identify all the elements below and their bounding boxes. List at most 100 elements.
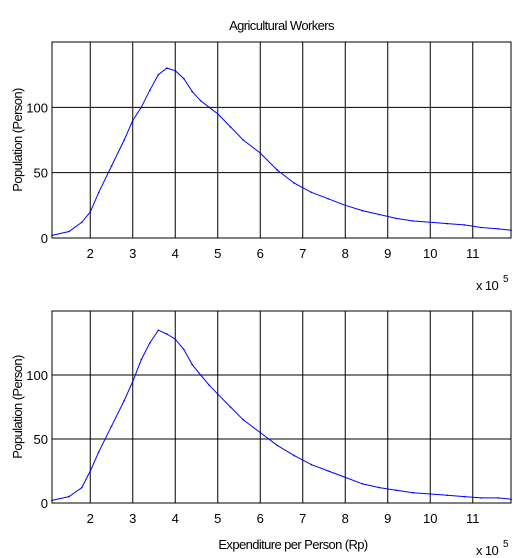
data-point xyxy=(242,419,244,421)
data-point xyxy=(174,338,177,341)
data-point xyxy=(89,211,92,213)
data-point xyxy=(429,493,432,495)
y-tick-label: 0 xyxy=(41,496,48,511)
data-point xyxy=(89,470,92,472)
data-point xyxy=(497,497,500,499)
data-point xyxy=(217,113,219,115)
x-tick-label: 3 xyxy=(129,246,136,261)
data-point xyxy=(98,191,100,194)
data-point xyxy=(327,198,330,200)
data-point xyxy=(310,463,313,466)
y-axis-label: Population (Person) xyxy=(10,355,25,459)
data-point xyxy=(463,495,466,498)
data-point xyxy=(157,329,160,332)
data-point xyxy=(229,126,232,128)
data-point xyxy=(183,77,185,80)
data-point xyxy=(361,483,364,485)
data-point xyxy=(259,431,262,434)
data-point xyxy=(327,470,330,472)
data-point xyxy=(81,486,83,489)
x-axis-multiplier: x 10 xyxy=(476,278,499,293)
data-point xyxy=(183,348,185,351)
data-point xyxy=(395,217,398,220)
data-point xyxy=(276,444,279,447)
data-point xyxy=(412,220,415,222)
data-point xyxy=(229,406,232,408)
x-tick-label: 10 xyxy=(423,246,437,261)
x-tick-label: 2 xyxy=(87,511,94,526)
data-point xyxy=(378,486,381,489)
x-axis-label: Expenditure per Person (Rp) xyxy=(218,537,368,552)
data-point xyxy=(293,454,296,457)
data-point xyxy=(123,399,125,402)
data-point xyxy=(293,182,296,184)
data-point xyxy=(191,364,194,366)
data-point xyxy=(199,100,202,102)
data-point xyxy=(110,425,113,428)
data-series-line xyxy=(51,67,512,236)
data-point xyxy=(344,476,347,479)
data-point xyxy=(110,165,113,167)
data-point xyxy=(208,384,210,387)
x-tick-label: 8 xyxy=(342,511,349,526)
chart-title: Agricultural Workers xyxy=(229,18,335,33)
data-point xyxy=(276,169,279,171)
x-tick-label: 4 xyxy=(172,511,179,526)
data-point xyxy=(242,139,244,141)
data-point xyxy=(166,333,168,335)
x-tick-label: 5 xyxy=(214,246,221,261)
axes-box xyxy=(51,41,512,239)
x-axis-multiplier: x 10 xyxy=(476,543,499,558)
chart-panel-1: 2 3 4 5 6 7 8 9 10 11 0 50 100 Agricultural Workers Po… xyxy=(10,18,512,293)
data-point xyxy=(208,106,210,109)
data-point xyxy=(123,139,125,141)
x-tick-label: 11 xyxy=(466,246,480,261)
y-tick-label: 50 xyxy=(34,432,48,447)
x-tick-label: 5 xyxy=(214,511,221,526)
data-point xyxy=(480,226,483,229)
data-point xyxy=(149,89,151,92)
y-tick-label: 50 xyxy=(34,166,48,181)
data-point xyxy=(157,73,160,76)
data-point xyxy=(480,497,483,499)
data-point xyxy=(412,492,415,494)
x-tick-label: 6 xyxy=(257,246,264,261)
x-tick-label: 8 xyxy=(342,246,349,261)
data-point xyxy=(378,213,381,216)
data-point xyxy=(191,90,194,93)
x-tick-label: 2 xyxy=(87,246,94,261)
data-point xyxy=(199,374,202,376)
x-tick-label: 9 xyxy=(384,246,391,261)
x-axis-multiplier-exponent: 5 xyxy=(503,274,509,285)
data-point xyxy=(81,221,83,224)
data-point xyxy=(395,489,398,492)
x-tick-label: 7 xyxy=(299,511,306,526)
x-tick-label: 4 xyxy=(172,246,179,261)
data-point xyxy=(429,221,432,224)
data-point xyxy=(497,228,500,230)
x-tick-label: 9 xyxy=(384,511,391,526)
x-axis-multiplier-exponent: 5 xyxy=(503,539,509,550)
axes-box xyxy=(51,310,512,504)
data-point xyxy=(68,230,70,233)
data-series-line xyxy=(51,329,512,501)
x-tick-label: 10 xyxy=(423,511,437,526)
data-point xyxy=(361,209,364,212)
data-point xyxy=(132,119,134,122)
data-point xyxy=(217,393,219,396)
data-point xyxy=(149,342,151,344)
data-point xyxy=(98,451,100,453)
y-tick-label: 0 xyxy=(41,231,48,246)
y-axis-label: Population (Person) xyxy=(10,88,25,192)
data-point xyxy=(446,494,449,497)
x-tick-label: 3 xyxy=(129,511,136,526)
data-point xyxy=(259,152,262,154)
data-point xyxy=(140,106,143,109)
x-tick-label: 7 xyxy=(299,246,306,261)
y-tick-label: 100 xyxy=(26,368,48,383)
y-tick-label: 100 xyxy=(26,100,48,115)
data-point xyxy=(166,67,168,69)
data-point xyxy=(446,222,449,225)
data-point xyxy=(132,380,134,383)
